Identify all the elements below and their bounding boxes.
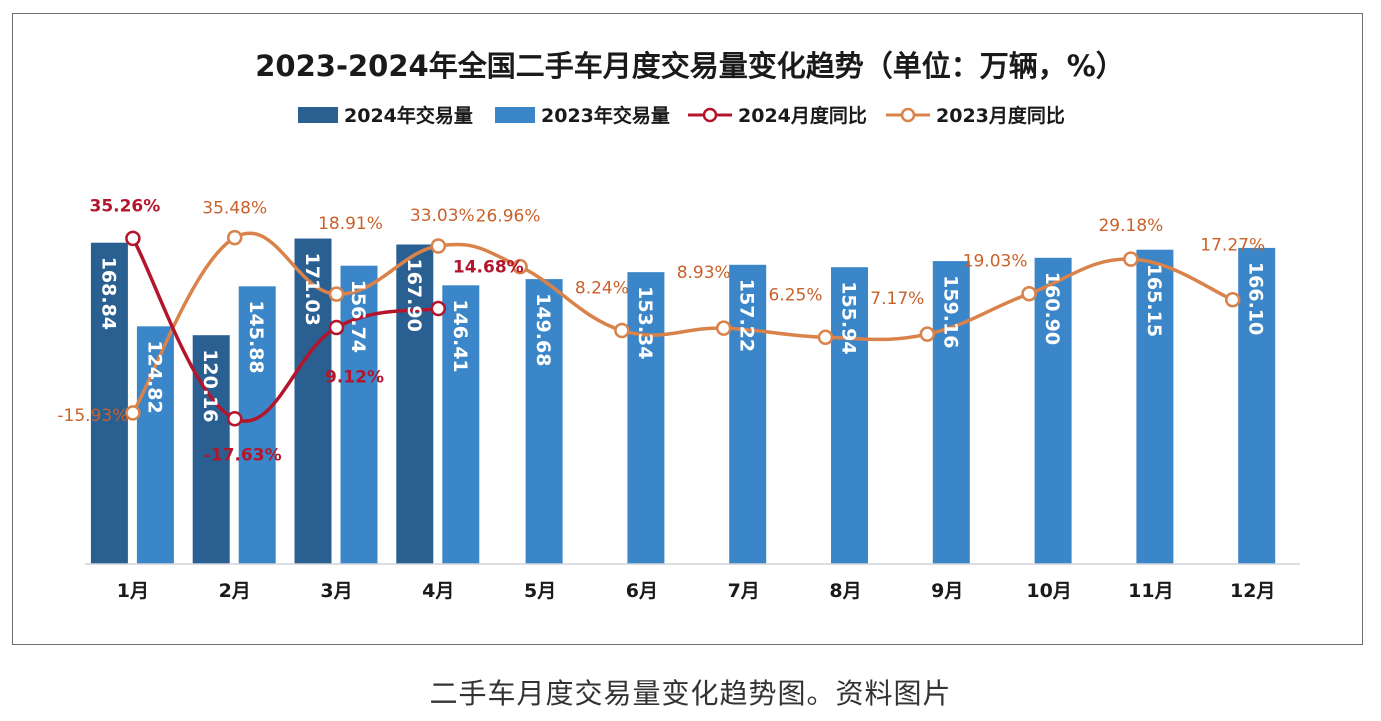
bar-label-2023: 124.82 [143,340,165,413]
point-2023-yoy [430,238,447,254]
point-2023-yoy [614,322,630,339]
x-tick-label: 5月 [524,580,556,602]
legend: 2024年交易量 2023年交易量 2024月度同比 2023月度同比 [298,104,1065,127]
legend-label-2024-yoy: 2024月度同比 [738,104,867,127]
x-tick-label: 6月 [626,580,658,602]
bar-2024 [192,335,230,564]
bar-label-2023: 156.74 [347,280,369,353]
x-tick-label: 4月 [422,580,454,602]
x-tick-label: 8月 [829,580,861,602]
bar-2023 [729,264,767,564]
bar-2023 [525,279,563,564]
legend-marker-2023-yoy [900,107,916,123]
x-tick-label: 7月 [728,580,760,602]
bar-2023 [1136,249,1174,564]
point-2023-yoy [125,405,141,421]
pct-label-2023: 19.03% [963,252,1028,272]
bar-label-2023: 159.16 [939,275,961,348]
point-2023-yoy [226,229,243,246]
point-2023-yoy [328,286,345,302]
bar-2023 [1034,257,1072,564]
legend-item-2024-volume: 2024年交易量 [298,104,473,127]
legend-item-2023-volume: 2023年交易量 [495,104,670,127]
x-tick-label: 10月 [1026,580,1071,602]
bar-label-2023: 166.10 [1245,262,1267,335]
legend-swatch-2024-volume [298,107,338,123]
bar-label-2023: 146.41 [449,299,471,372]
legend-marker-2024-yoy [702,107,718,123]
pct-label-2024: 35.26% [89,196,160,216]
bar-label-2023: 155.94 [838,281,860,354]
bar-label-2024: 167.90 [403,258,425,331]
pct-label-2023: 33.03% [410,206,475,226]
x-tick-label: 1月 [117,580,149,602]
point-2023-yoy [817,329,834,346]
line-2024-yoy [131,237,439,423]
pct-label-2023: 8.93% [677,263,731,283]
bar-2024 [396,244,434,564]
point-2024-yoy [226,410,243,427]
pct-label-2023: 18.91% [318,214,383,234]
bar-2023 [932,261,970,564]
legend-label-2023-volume: 2023年交易量 [541,104,670,127]
bar-label-2024: 168.84 [97,257,119,330]
bar-label-2023: 145.88 [245,300,267,373]
bar-2024 [90,242,128,564]
chart: 2023-2024年全国二手车月度交易量变化趋势（单位：万辆，%） 2024年交… [57,49,1300,602]
x-tick-label: 12月 [1230,580,1275,602]
pct-label-2023: 17.27% [1200,236,1265,256]
legend-label-2024-volume: 2024年交易量 [344,104,473,127]
bar-label-2023: 157.22 [736,279,758,352]
point-2023-yoy [1224,291,1241,308]
x-tick-label: 9月 [931,580,963,602]
legend-item-2024-yoy: 2024月度同比 [688,104,867,127]
bar-label-2024: 120.16 [199,349,221,422]
bar-label-2023: 153.34 [634,286,656,359]
pct-label-2024: 9.12% [325,368,384,388]
data-labels-group: 124.82 168.84 145.88 120.16 156.74 171.03 146.… [57,196,1266,465]
legend-swatch-2023-volume [495,107,535,123]
bar-2023 [1238,247,1276,564]
pct-label-2024: -17.63% [204,446,282,466]
pct-label-2023: 7.17% [870,289,924,309]
bar-label-2024: 171.03 [301,253,323,326]
point-2023-yoy [919,326,936,342]
bar-2023 [627,272,665,564]
pct-label-2023: 29.18% [1098,216,1163,236]
bars-group [90,238,1276,564]
point-2024-yoy [430,300,447,317]
lines-group [125,229,1241,427]
pct-label-2023: 26.96% [476,207,541,227]
x-tick-label: 2月 [219,580,251,602]
point-2023-yoy [715,320,732,336]
figure-caption: 二手车月度交易量变化趋势图。资料图片 [429,677,952,710]
pct-label-2024: 14.68% [453,258,524,278]
legend-label-2023-yoy: 2023月度同比 [936,104,1065,127]
chart-title: 2023-2024年全国二手车月度交易量变化趋势（单位：万辆，%） [255,49,1125,83]
bar-label-2023: 149.68 [532,293,554,366]
x-axis-ticks: 1月 2月 3月 4月 5月 6月 7月 8月 9月 10月 11月 12月 [117,580,1276,602]
point-2024-yoy [328,319,345,336]
point-2023-yoy [512,258,528,275]
point-2023-yoy [1021,285,1037,302]
pct-label-2023: 35.48% [202,199,267,219]
pct-label-2023: 6.25% [768,285,822,305]
bar-2023 [238,286,276,564]
pct-label-2023: 8.24% [575,279,629,299]
point-2024-yoy [125,230,141,247]
x-tick-label: 11月 [1128,580,1173,602]
x-tick-label: 3月 [320,580,352,602]
point-2023-yoy [1123,251,1139,267]
bar-label-2023: 165.15 [1143,264,1165,337]
bar-label-2023: 160.90 [1041,272,1063,345]
bar-2023 [442,285,480,564]
pct-label-2023: -15.93% [57,406,128,426]
bar-2023 [831,267,868,564]
legend-item-2023-yoy: 2023月度同比 [886,104,1065,127]
